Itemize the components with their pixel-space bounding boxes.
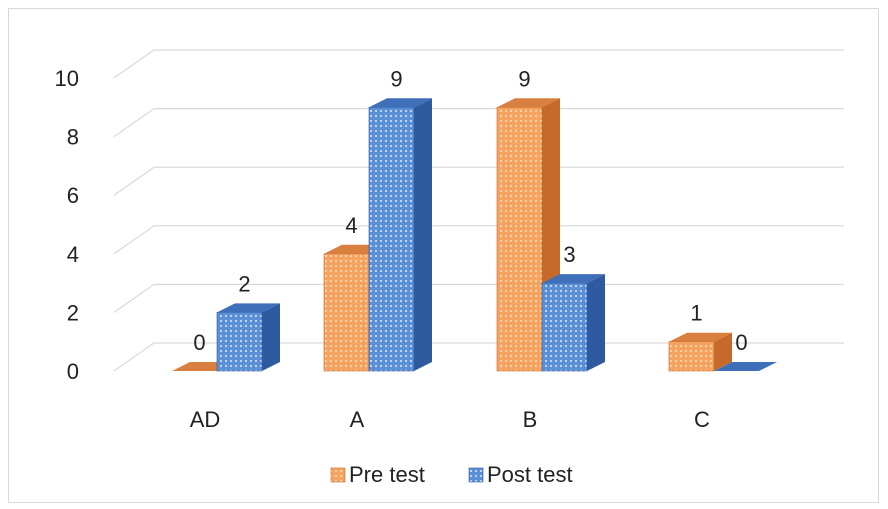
legend: Pre test Post test bbox=[330, 462, 573, 487]
data-label: 0 bbox=[735, 330, 747, 355]
data-label: 1 bbox=[690, 301, 702, 326]
gridline bbox=[113, 49, 844, 79]
bar bbox=[368, 98, 432, 372]
gridline bbox=[113, 342, 844, 372]
legend-swatch bbox=[330, 467, 346, 483]
y-tick-label: 4 bbox=[67, 242, 79, 267]
gridline bbox=[113, 166, 844, 196]
legend-swatch bbox=[468, 467, 484, 483]
legend-item: Pre test bbox=[330, 462, 425, 487]
y-tick-label: 6 bbox=[67, 183, 79, 208]
data-label: 0 bbox=[193, 330, 205, 355]
y-tick-label: 2 bbox=[67, 300, 79, 325]
y-axis-ticks: 0 2 4 6 8 10 bbox=[55, 66, 79, 384]
chart-frame: 0 2 4 6 8 10 0 2 4 9 9 3 1 0 AD A B C Pre test Post test bbox=[8, 8, 879, 503]
category-label: AD bbox=[190, 407, 221, 432]
legend-item: Post test bbox=[468, 462, 573, 487]
category-label: A bbox=[350, 407, 365, 432]
bar bbox=[714, 362, 777, 371]
category-label: B bbox=[523, 407, 538, 432]
data-label: 9 bbox=[518, 66, 530, 91]
y-tick-label: 8 bbox=[67, 125, 79, 150]
bar bbox=[668, 332, 732, 372]
legend-label: Pre test bbox=[349, 462, 425, 487]
data-label: 4 bbox=[345, 213, 357, 238]
bars bbox=[172, 98, 777, 372]
data-labels: 0 2 4 9 9 3 1 0 bbox=[193, 66, 747, 355]
y-tick-label: 0 bbox=[67, 359, 79, 384]
x-axis-labels: AD A B C bbox=[190, 407, 710, 432]
data-label: 9 bbox=[390, 66, 402, 91]
gridline bbox=[113, 225, 844, 255]
bar bbox=[216, 303, 280, 372]
category-label: C bbox=[694, 407, 710, 432]
bar bbox=[541, 274, 605, 372]
legend-label: Post test bbox=[487, 462, 573, 487]
data-label: 2 bbox=[238, 271, 250, 296]
gridlines bbox=[113, 49, 844, 372]
gridline bbox=[113, 283, 844, 313]
data-label: 3 bbox=[563, 242, 575, 267]
gridline bbox=[113, 107, 844, 138]
y-tick-label: 10 bbox=[55, 66, 79, 91]
